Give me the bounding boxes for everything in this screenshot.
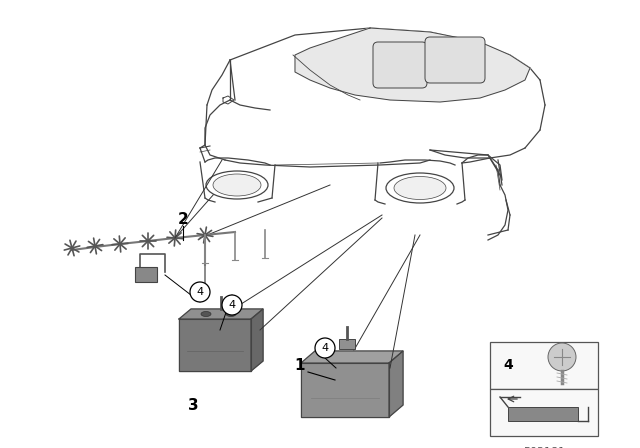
Circle shape	[315, 338, 335, 358]
Circle shape	[190, 282, 210, 302]
Bar	[135, 267, 157, 282]
Bar	[490, 342, 598, 389]
FancyBboxPatch shape	[425, 37, 485, 83]
Text: 2: 2	[178, 212, 188, 228]
Polygon shape	[301, 363, 389, 417]
Polygon shape	[251, 309, 263, 371]
Polygon shape	[389, 351, 403, 417]
Text: 4: 4	[228, 300, 236, 310]
Ellipse shape	[394, 177, 446, 199]
Text: 4: 4	[321, 343, 328, 353]
Circle shape	[222, 295, 242, 315]
FancyBboxPatch shape	[373, 42, 427, 88]
Bar	[339, 339, 355, 349]
Ellipse shape	[213, 174, 261, 196]
Ellipse shape	[386, 173, 454, 203]
Bar	[508, 407, 578, 421]
Text: 1: 1	[295, 358, 305, 372]
Text: 503181: 503181	[523, 447, 565, 448]
Text: 4: 4	[196, 287, 204, 297]
Ellipse shape	[226, 311, 236, 316]
Bar	[490, 389, 598, 436]
Polygon shape	[301, 351, 403, 363]
Text: 3: 3	[188, 397, 198, 413]
Circle shape	[548, 343, 576, 371]
Polygon shape	[179, 319, 251, 371]
Ellipse shape	[201, 311, 211, 316]
Text: 4: 4	[503, 358, 513, 372]
Polygon shape	[295, 28, 530, 102]
Ellipse shape	[206, 171, 268, 199]
Polygon shape	[179, 309, 263, 319]
